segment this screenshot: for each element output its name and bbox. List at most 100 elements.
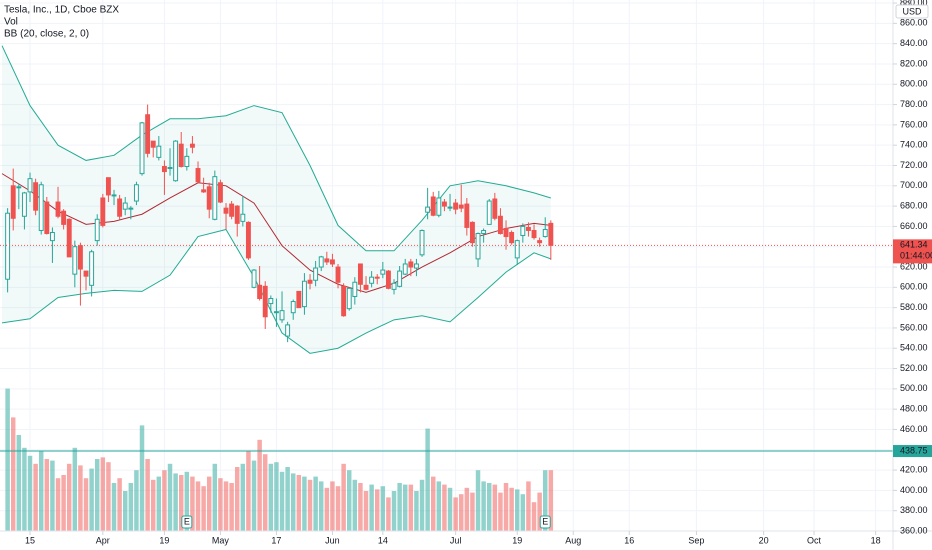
volume-bar: [509, 487, 514, 531]
candle-body: [262, 285, 268, 318]
x-tick-label: 19: [159, 535, 169, 545]
volume-bar: [100, 457, 106, 531]
x-tick-label: 17: [271, 535, 281, 545]
volume-bar: [481, 481, 486, 531]
volume-bar: [173, 473, 178, 531]
volume-bar: [111, 483, 117, 531]
candle-body: [145, 114, 151, 154]
y-tick-label: 840.00: [900, 38, 928, 48]
volume-bar: [128, 483, 134, 531]
candle-body: [229, 203, 235, 217]
candle-body: [537, 240, 543, 244]
candle-body: [441, 201, 447, 207]
candle-body: [234, 205, 240, 224]
volume-bar: [341, 463, 346, 531]
candle-body: [16, 186, 22, 189]
volume-bar: [212, 463, 218, 531]
candle-body: [341, 285, 347, 317]
candle-body: [240, 213, 246, 222]
candle-body: [44, 201, 50, 235]
y-tick-label: 780.00: [900, 99, 928, 109]
y-tick-label: 580.00: [900, 302, 928, 312]
volume-bar: [307, 479, 313, 531]
candle-body: [139, 122, 145, 175]
volume-bar: [548, 470, 554, 531]
x-tick-label: Apr: [96, 535, 110, 545]
candle-body: [397, 270, 403, 287]
candle-body: [520, 225, 526, 237]
volume-bar: [402, 484, 408, 531]
y-tick-label: 880.00: [900, 0, 928, 7]
volume-bar: [167, 463, 173, 531]
candle-body: [408, 261, 414, 268]
y-tick-label: 860.00: [900, 18, 928, 28]
volume-bar: [302, 476, 307, 531]
earnings-badge: [539, 515, 551, 529]
countdown-label: 01:44:00: [900, 251, 932, 261]
volume-bar: [150, 479, 156, 531]
y-tick-label: 500.00: [900, 383, 928, 393]
y-tick-label: 760.00: [900, 119, 928, 129]
candle-body: [279, 310, 285, 321]
volume-bar: [397, 483, 402, 531]
x-tick-label: 19: [512, 535, 522, 545]
volume-bar: [184, 471, 190, 531]
volume-bar: [83, 478, 89, 531]
volume-bar: [358, 483, 363, 531]
volume-bar: [190, 476, 195, 531]
volume-bar: [520, 494, 526, 531]
volume-bar: [78, 465, 83, 531]
earnings-label[interactable]: E: [542, 516, 548, 526]
x-tick-label: 20: [759, 535, 769, 545]
candle-body: [525, 226, 531, 231]
volume-bar: [526, 481, 531, 531]
candle-body: [469, 221, 475, 244]
volume-bar: [106, 462, 111, 531]
volume-bar: [218, 478, 223, 531]
volume-bar: [335, 486, 341, 531]
volume-bar: [66, 463, 72, 531]
alert-label: 438.75: [900, 445, 928, 455]
candle-body: [425, 206, 431, 213]
x-tick-label: Jun: [325, 535, 340, 545]
currency-box[interactable]: [895, 4, 929, 19]
candle-body: [531, 229, 537, 239]
candle-body: [10, 185, 16, 219]
volume-bar: [274, 462, 279, 531]
candle-body: [212, 176, 218, 220]
volume-bar: [374, 489, 380, 531]
volume-bar: [246, 451, 251, 531]
candle-body: [318, 256, 324, 268]
volume-bar: [442, 484, 447, 531]
candle-body: [352, 281, 358, 297]
candle-body: [257, 284, 263, 299]
candle-body: [548, 222, 554, 246]
x-tick-label: 16: [624, 535, 634, 545]
volume-bar: [156, 476, 162, 531]
candle-body: [301, 280, 307, 308]
last-price-tag: [893, 239, 932, 264]
candle-body: [117, 198, 123, 217]
candle-body: [128, 207, 134, 210]
x-tick-label: May: [212, 535, 230, 545]
candle-body: [49, 232, 55, 242]
candle-body: [55, 201, 61, 217]
volume-bar: [486, 483, 492, 531]
earnings-label[interactable]: E: [184, 516, 190, 526]
volume-bar: [514, 489, 520, 531]
volume-bar: [296, 475, 302, 531]
band-fill: [2, 45, 551, 354]
candle-body: [419, 229, 425, 256]
candle-body: [66, 218, 72, 258]
volume-bar: [363, 491, 369, 531]
candle-body: [105, 177, 111, 196]
volume-bar: [290, 473, 296, 531]
candle-body: [363, 284, 369, 290]
alert-tag: [893, 445, 932, 458]
y-tick-label: 540.00: [900, 343, 928, 353]
y-tick-label: 480.00: [900, 404, 928, 414]
volume-bar: [94, 459, 100, 531]
volume-bar: [50, 460, 55, 531]
